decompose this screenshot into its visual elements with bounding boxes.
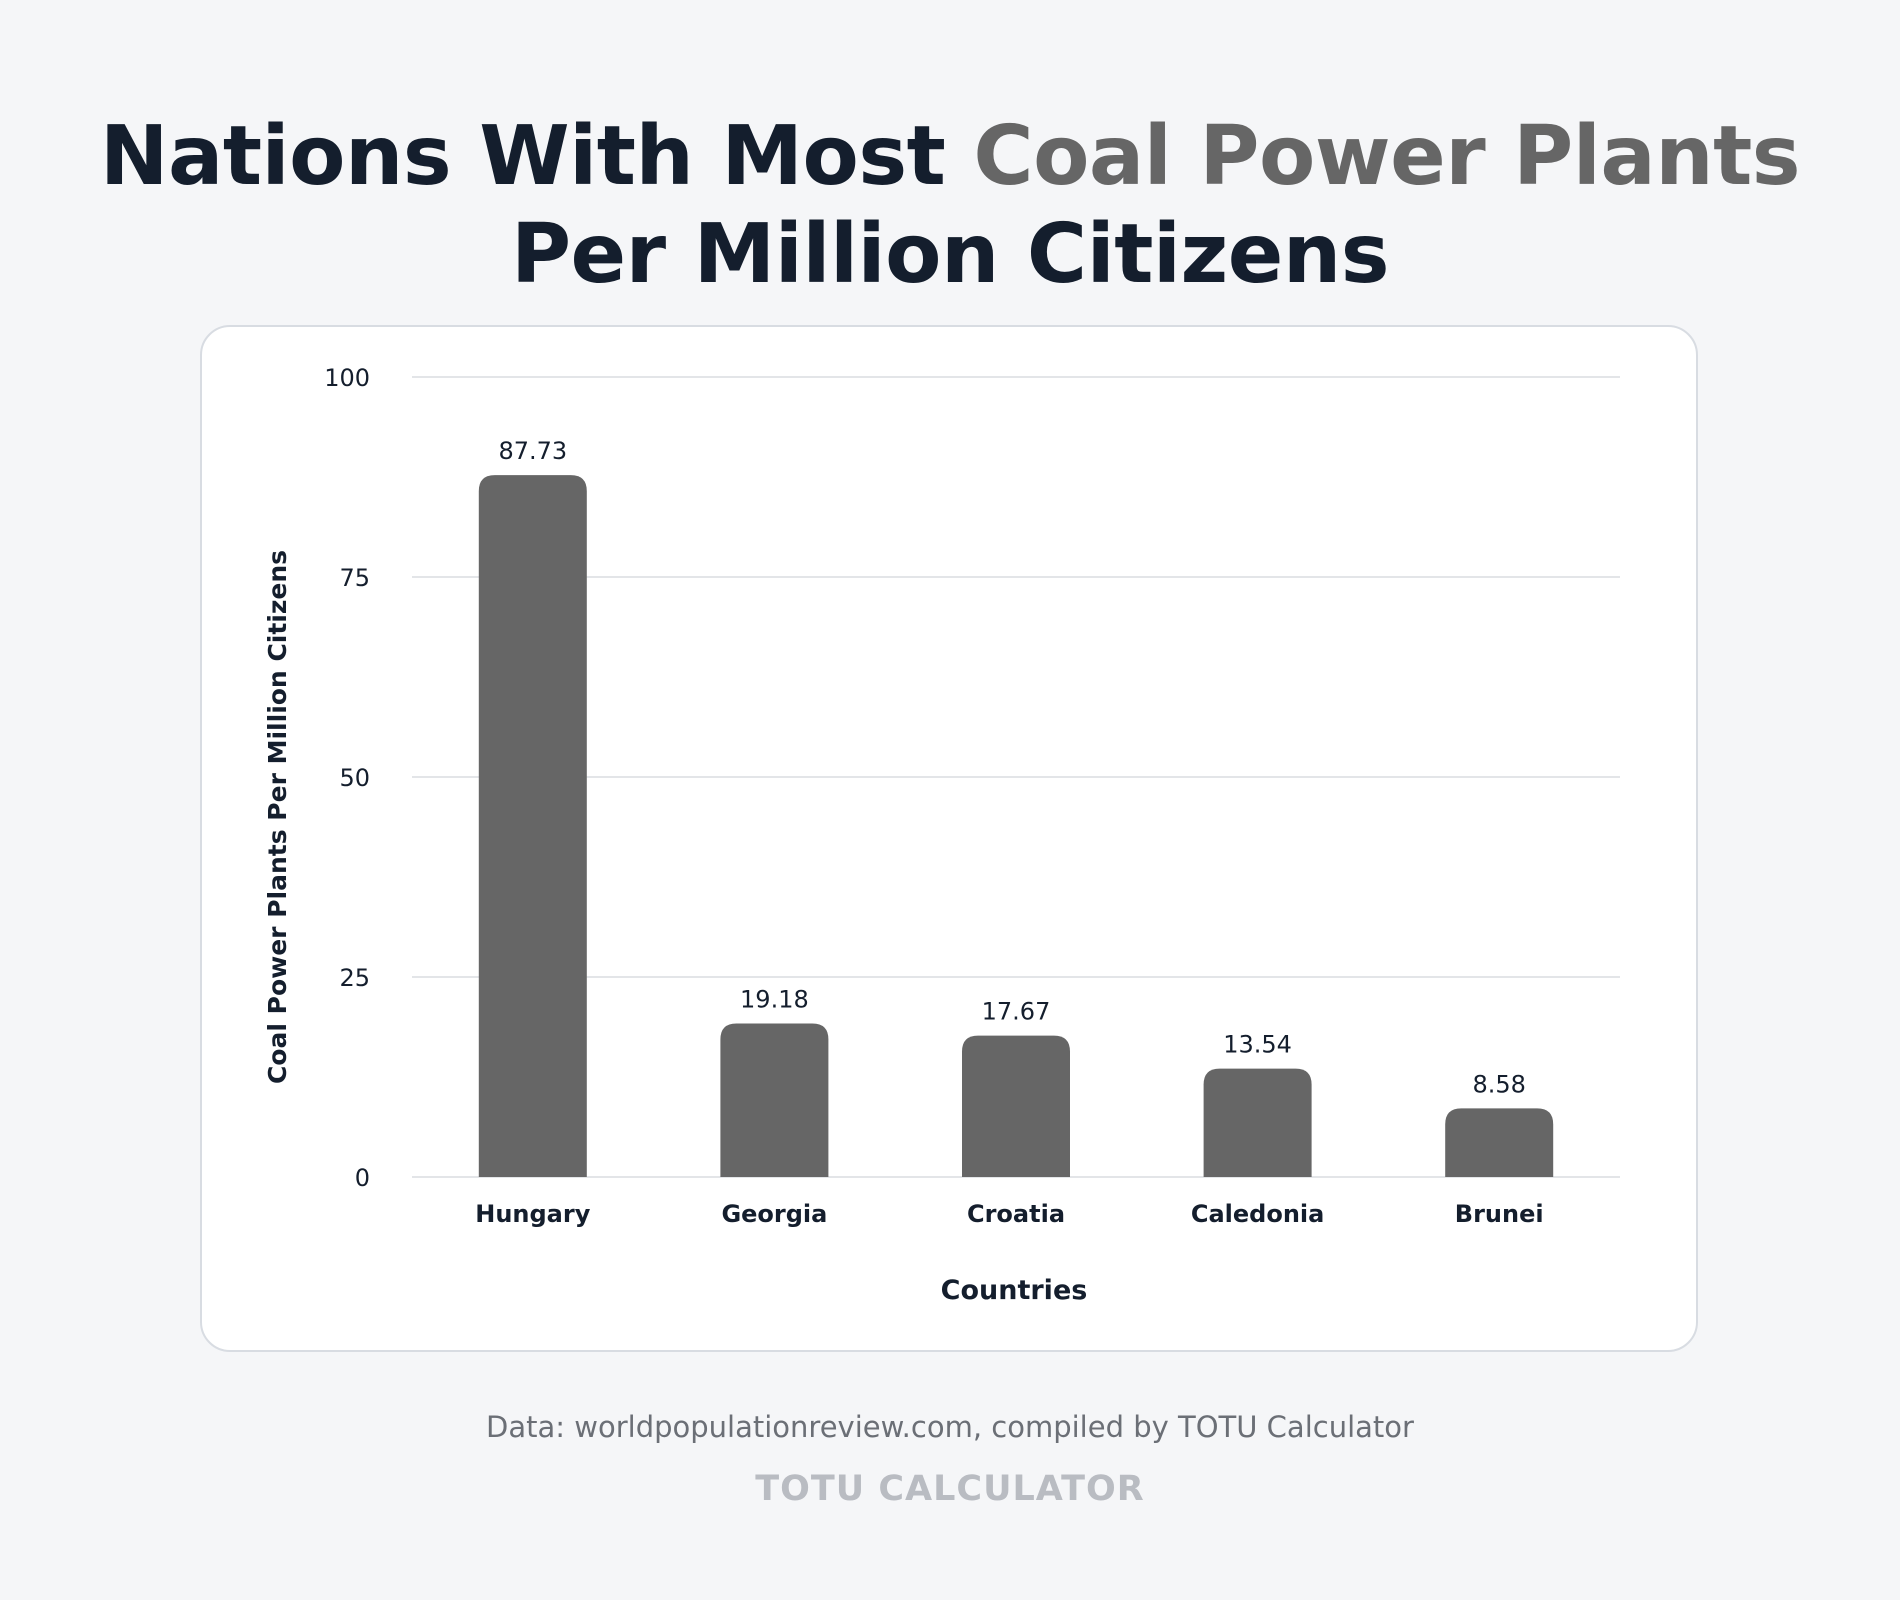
x-axis-ticks: Hungary Georgia Croatia Caledonia Brunei [475,1200,1543,1228]
y-tick-label: 100 [324,364,370,392]
value-label: 87.73 [498,437,567,465]
x-tick-label: Caledonia [1191,1200,1325,1228]
y-tick-label: 75 [339,564,370,592]
title-part-2: Per Million Citizens [510,207,1390,302]
grid-lines [412,376,1620,1178]
x-tick-label: Brunei [1455,1200,1544,1228]
x-tick-label: Croatia [967,1200,1065,1228]
value-labels: 87.73 19.18 17.67 13.54 8.58 [498,437,1525,1098]
value-label: 19.18 [740,986,809,1014]
y-axis-label: Coal Power Plants Per Million Citizens [263,550,292,1084]
source-note: Data: worldpopulationreview.com, compile… [486,1410,1414,1444]
value-label: 17.67 [982,998,1051,1026]
bar-croatia [962,1035,1070,1177]
bar-brunei [1445,1108,1554,1177]
y-tick-label: 25 [339,964,370,992]
y-tick-label: 0 [355,1164,370,1192]
title-part-1: Nations With Most [99,109,974,204]
bar-georgia [720,1023,829,1177]
bar-caledonia [1203,1068,1312,1177]
value-label: 8.58 [1472,1070,1525,1098]
x-tick-label: Hungary [475,1200,590,1228]
x-axis-label: Countries [941,1275,1088,1306]
bar-hungary [478,475,587,1177]
y-tick-label: 50 [339,764,370,792]
bar-chart: 0 25 50 75 100 87.73 19.18 17.67 13.54 8.58 Hung… [263,364,1620,1306]
bars [478,475,1554,1177]
brand-watermark: TOTU CALCULATOR [755,1469,1145,1509]
value-label: 13.54 [1223,1031,1292,1059]
chart-title: Nations With Most Coal Power Plants Per M… [0,108,1900,304]
x-tick-label: Georgia [721,1200,827,1228]
chart-card: 0 25 50 75 100 87.73 19.18 17.67 13.54 8.58 Hung… [200,325,1698,1352]
title-accent: Coal Power Plants [973,109,1801,204]
y-axis-ticks: 0 25 50 75 100 [324,364,370,1192]
